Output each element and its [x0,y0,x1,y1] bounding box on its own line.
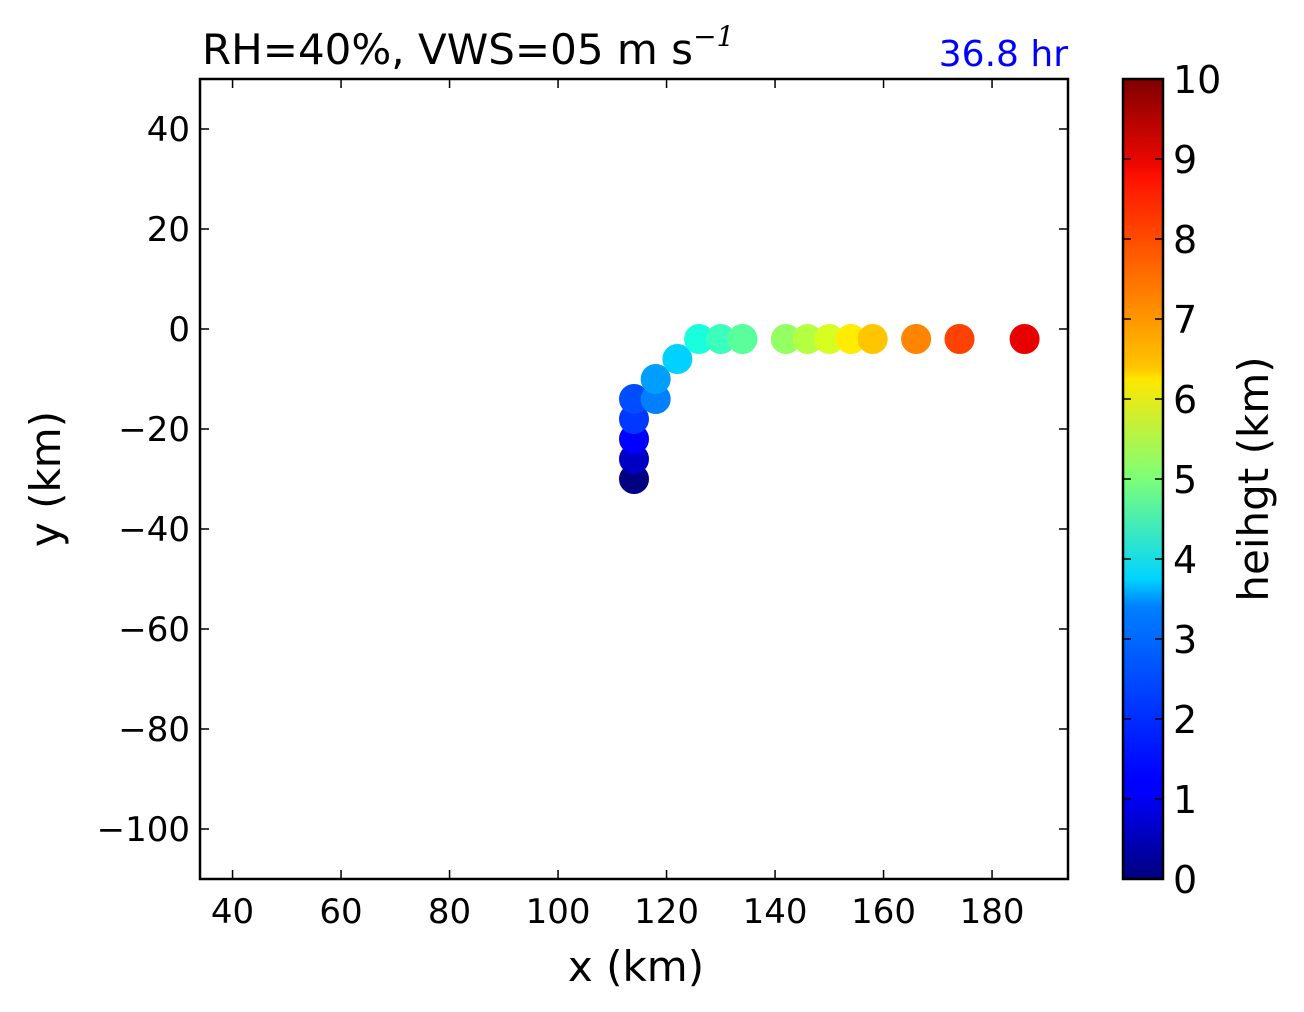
scatter-point [727,324,758,354]
plot-area: 40 60 80 100 120 140 160 180 40 20 0 −20 −40 −60 −80 −… [97,77,1070,932]
x-tick-label: 120 [634,892,699,932]
y-tick-label: −20 [118,410,190,450]
colorbar-tick-label: 8 [1173,218,1197,262]
x-tick-label: 140 [743,892,808,932]
colorbar-ticks: 0 1 2 3 4 5 6 7 8 9 10 [1123,58,1221,902]
x-tick-label: 100 [526,892,591,932]
colorbar-tick-label: 2 [1173,698,1197,742]
scatter-point [857,324,888,354]
y-axis-ticks: 40 20 0 −20 −40 −60 −80 −100 [97,110,1068,850]
colorbar-tick-label: 1 [1173,778,1197,822]
x-tick-label: 40 [211,892,254,932]
y-tick-label: 0 [168,310,190,350]
time-annotation: 36.8 hr [939,34,1068,75]
scatter-point [1009,324,1040,354]
scatter-point [901,324,932,354]
y-tick-label: 40 [147,110,190,150]
chart-title-main: RH=40%, VWS=05 m s [202,25,693,74]
y-tick-label: 20 [147,210,190,250]
y-axis-label: y (km) [21,411,70,547]
y-tick-label: −40 [118,510,190,550]
scatter-points [619,324,1040,494]
colorbar-tick-label: 3 [1173,618,1197,662]
x-tick-label: 180 [960,892,1025,932]
x-axis-label: x (km) [568,942,704,991]
x-tick-label: 60 [319,892,362,932]
scatter-point [662,344,693,374]
colorbar-tick-label: 9 [1173,138,1197,182]
colorbar-tick-label: 6 [1173,378,1197,422]
x-axis-ticks: 40 60 80 100 120 140 160 180 [211,79,1025,932]
colorbar-tick-label: 4 [1173,538,1197,582]
y-tick-label: −100 [97,810,190,850]
colorbar: 0 1 2 3 4 5 6 7 8 9 10 heihgt (km) [1121,58,1278,902]
x-tick-label: 160 [851,892,916,932]
scatter-point [640,364,671,394]
y-tick-label: −80 [118,710,190,750]
x-tick-label: 80 [428,892,471,932]
colorbar-tick-label: 10 [1173,58,1221,102]
colorbar-tick-label: 7 [1173,298,1197,342]
chart-title: RH=40%, VWS=05 m s−1 [202,20,734,74]
chart-title-superscript: −1 [693,20,734,53]
colorbar-label: heihgt (km) [1229,356,1278,601]
y-tick-label: −60 [118,610,190,650]
scatter-point [944,324,975,354]
colorbar-tick-label: 5 [1173,458,1197,502]
colorbar-tick-label: 0 [1173,858,1197,902]
